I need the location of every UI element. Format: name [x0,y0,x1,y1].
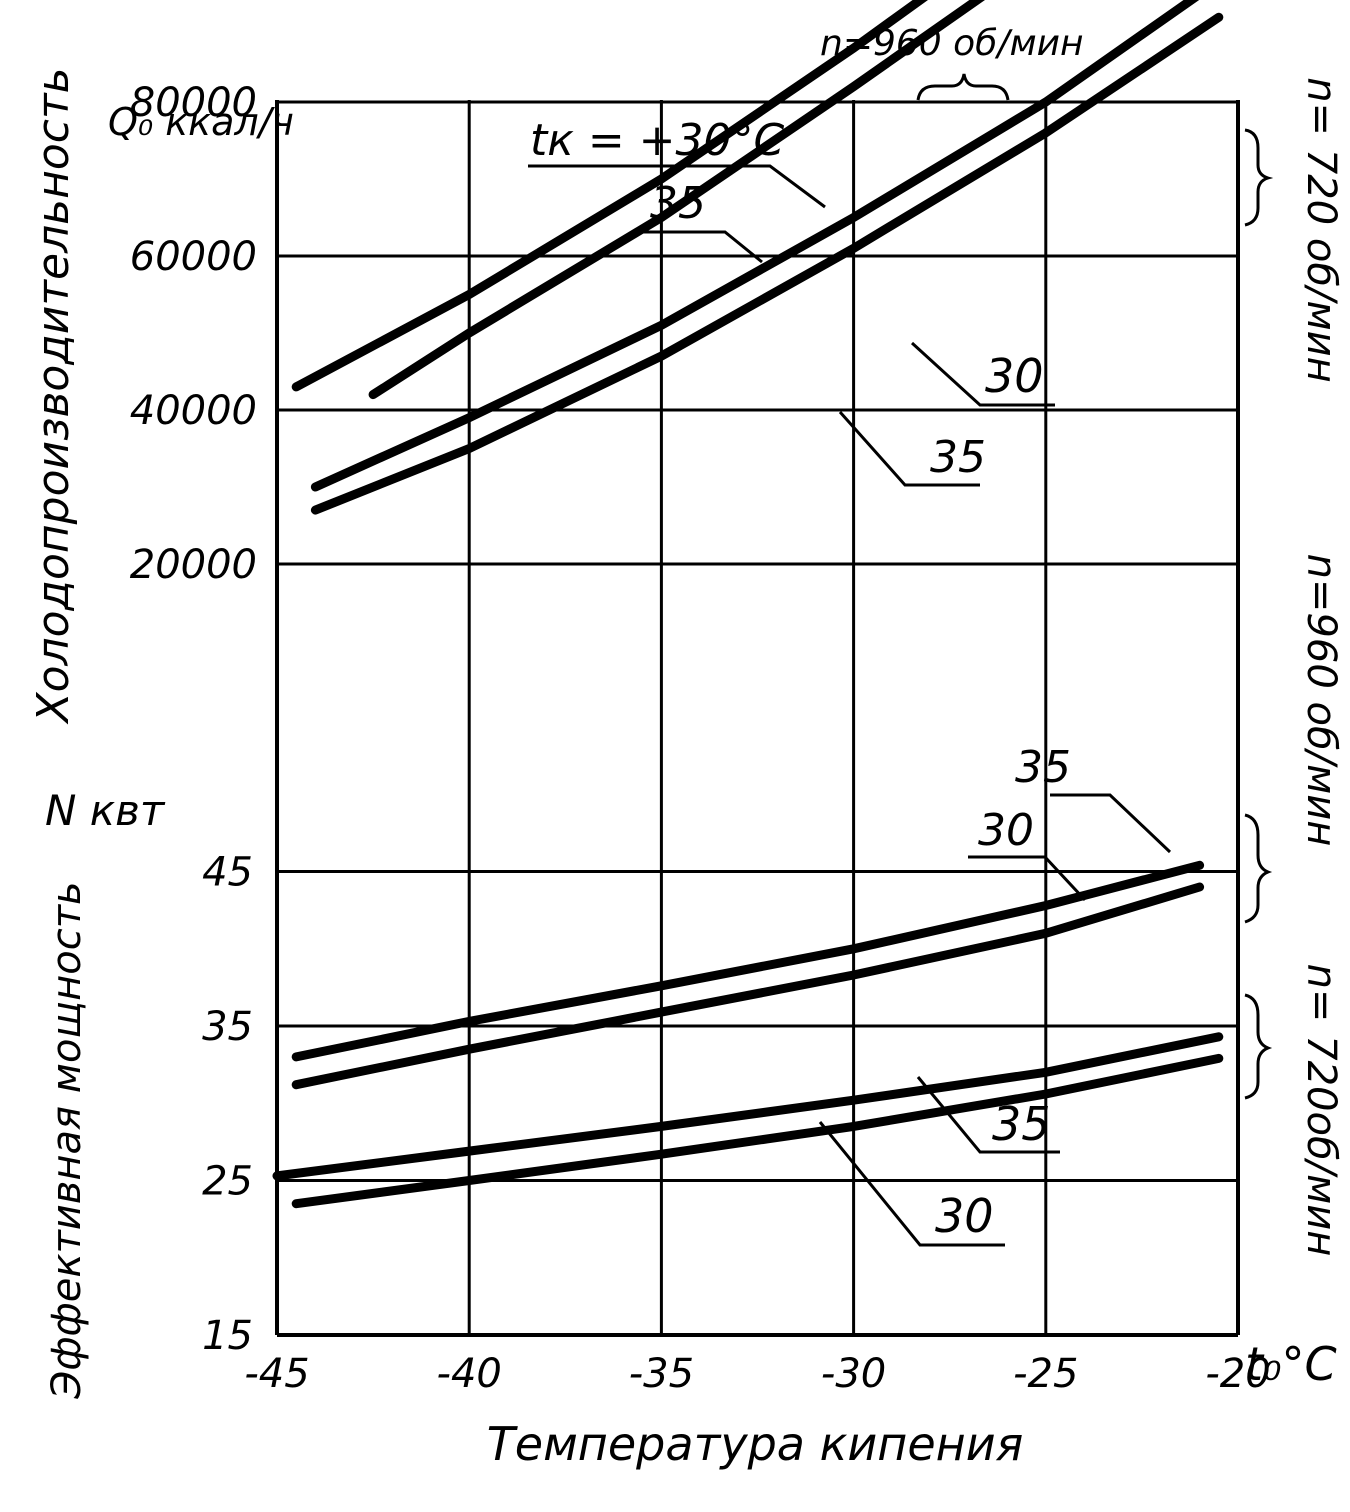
bottom-y-tick-label: 25 [202,1159,253,1205]
x-tick-label: -20 [1205,1351,1270,1397]
group-brace-pow-720 [1244,993,1273,1100]
x-axis-title: Температура кипения [487,1417,1024,1471]
series-line-bottom-7 [272,1032,1224,1181]
curve-leader-cap-720-35 [838,411,980,487]
group-brace-cap-960 [916,73,1010,101]
group-label-pow-960: n=960 об/мин [1298,554,1344,847]
top-y-tick-label: 40000 [130,388,257,434]
curve-leader-pow-960-35 [1050,793,1172,854]
curve-label-pow-960-35: 35 [1015,742,1071,793]
bottom-y-tick-label: 35 [202,1004,253,1050]
curve-leader-pow-960-30 [968,855,1087,902]
curve-label-cap-720-30: 30 [985,349,1044,403]
x-tick-label: -45 [244,1351,309,1397]
bottom-y-axis-unit: N квт [45,786,166,835]
series-lines [272,0,1224,1209]
x-axis-unit: t₀°C [1245,1337,1337,1391]
curve-leader-cap-960-35 [635,230,763,264]
x-tick-label: -35 [629,1351,694,1397]
x-tick-label: -25 [1013,1351,1078,1397]
series-line-bottom-5 [291,860,1205,1062]
grid: -45 -40 -35 -30 -25 -20 80000 60000 40000 20000 45… [130,80,1271,1397]
curve-leader-pow-720-30 [818,1121,1005,1247]
group-label-pow-720: n= 720об/мин [1298,964,1344,1257]
top-y-tick-label: 20000 [130,542,257,588]
top-y-tick-label: 60000 [130,234,257,280]
top-y-axis-unit: Q₀ ккал/ч [108,100,294,144]
bottom-y-tick-label: 15 [202,1313,253,1359]
group-brace-pow-960 [1244,813,1273,924]
curve-label-cap-960-30: tк = +30°C [530,115,785,166]
series-line-bottom-8 [291,1053,1224,1209]
top-y-tick-label: 80000 [130,80,257,126]
series-line-top-2 [368,0,985,400]
series-line-top-4 [310,12,1224,515]
series-line-bottom-6 [291,882,1205,1090]
curve-label-cap-720-35: 35 [930,432,986,483]
curve-label-pow-720-30: 30 [935,1189,994,1243]
curve-leader-cap-720-30 [910,341,1055,407]
series-line-top-1 [291,0,928,392]
curve-leader-pow-720-35 [916,1076,1060,1154]
group-label-cap-720: n= 720 об/мин [1298,77,1344,383]
x-tick-label: -30 [821,1351,886,1397]
series-line-top-3 [310,0,1200,492]
group-brace-cap-720 [1244,128,1274,227]
group-label-cap-960: n=960 об/мин [820,23,1084,64]
curve-label-pow-960-30: 30 [978,805,1034,856]
bottom-y-tick-label: 45 [202,850,253,896]
top-y-axis-title: Холодопроизводительность [28,67,79,724]
curve-label-pow-720-35: 35 [992,1097,1051,1151]
bottom-y-axis-title: Эффективная мощность [44,881,90,1399]
x-tick-label: -40 [437,1351,502,1397]
curve-label-cap-960-35: 35 [650,178,706,229]
curve-leader-cap-960-30 [528,164,826,209]
